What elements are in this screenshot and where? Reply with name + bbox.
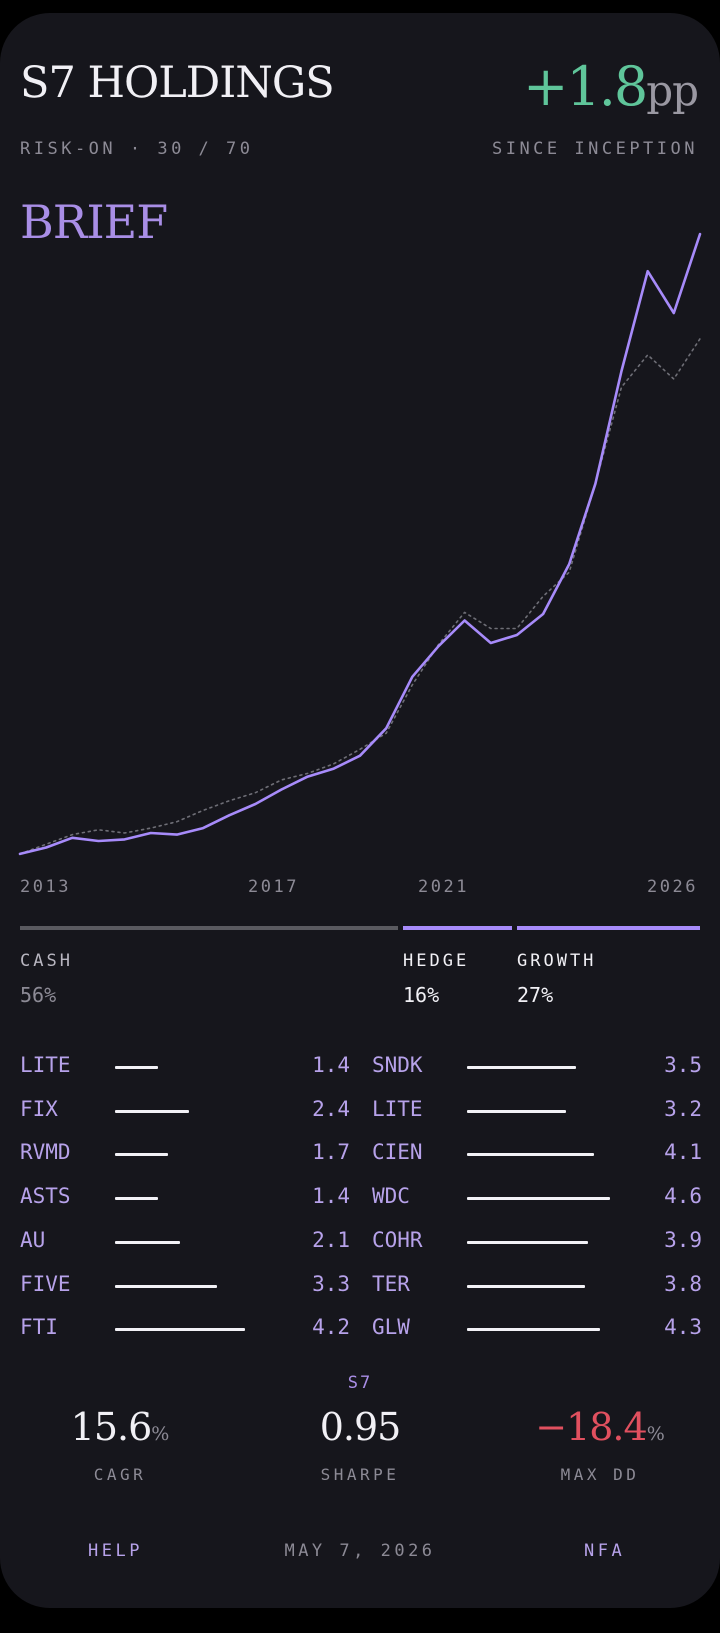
- allocation-label-cash: CASH: [20, 951, 73, 971]
- allocation-label-growth: GROWTH: [517, 951, 597, 971]
- holding-row: FIX 2.4: [20, 1097, 350, 1123]
- cagr-unit: %: [151, 1423, 170, 1445]
- holding-row: LITE 3.2: [372, 1097, 702, 1123]
- holding-weight-bar: [115, 1328, 246, 1332]
- sharpe-label: SHARPE: [320, 1465, 400, 1484]
- holding-row: ASTS 1.4: [20, 1184, 350, 1210]
- holding-row: SNDK 3.5: [372, 1053, 702, 1079]
- holding-weight-bar: [467, 1066, 576, 1069]
- brief-label: BRIEF: [20, 195, 168, 249]
- performance-chart: [18, 232, 702, 856]
- holding-row: FIVE 3.3: [20, 1272, 350, 1298]
- x-tick-2021: 2021: [418, 877, 469, 897]
- holding-weight-bar: [467, 1153, 595, 1157]
- holding-row: CIEN 4.1: [372, 1140, 702, 1166]
- holding-weight-value: 4.1: [664, 1140, 702, 1165]
- performance-delta: +1.8pp: [523, 55, 699, 118]
- holding-row: RVMD 1.7: [20, 1140, 350, 1166]
- holding-ticker: FTI: [20, 1315, 58, 1340]
- holding-weight-value: 3.2: [664, 1096, 702, 1121]
- nfa-link[interactable]: NFA: [584, 1541, 626, 1561]
- holding-weight-bar: [467, 1284, 585, 1288]
- sharpe-value: 0.95: [319, 1405, 402, 1449]
- benchmark-line: [19, 337, 701, 855]
- holding-row: GLW 4.3: [372, 1315, 702, 1341]
- holding-weight-value: 1.4: [312, 1053, 350, 1077]
- allocation-value-hedge: 16%: [403, 983, 440, 1007]
- max-dd-value: −18.4: [535, 1405, 647, 1449]
- x-tick-2017: 2017: [248, 877, 299, 897]
- holding-weight-value: 4.6: [664, 1184, 702, 1209]
- holding-weight-bar: [115, 1240, 181, 1244]
- holding-row: WDC 4.6: [372, 1184, 702, 1210]
- page-title: S7 HOLDINGS: [20, 58, 335, 108]
- strategy-label: RISK-ON · 30 / 70: [20, 139, 254, 159]
- holding-ticker: COHR: [372, 1227, 423, 1252]
- holding-weight-bar: [467, 1240, 588, 1244]
- holding-weight-value: 2.4: [312, 1096, 350, 1121]
- allocation-bar-hedge: [403, 926, 512, 930]
- holding-weight-bar: [115, 1066, 159, 1069]
- holding-ticker: ASTS: [20, 1184, 71, 1209]
- portfolio-line: [18, 232, 702, 856]
- stat-sharpe: 0.95: [240, 1405, 480, 1449]
- holding-weight-value: 3.8: [664, 1271, 702, 1296]
- holding-ticker: RVMD: [20, 1140, 71, 1165]
- holding-weight-value: 3.3: [312, 1271, 350, 1296]
- holding-weight-bar: [115, 1109, 190, 1113]
- help-link[interactable]: HELP: [88, 1541, 143, 1561]
- holding-weight-value: 1.4: [312, 1184, 350, 1209]
- holding-ticker: WDC: [372, 1184, 410, 1209]
- holding-weight-value: 4.3: [664, 1315, 702, 1340]
- holding-ticker: AU: [20, 1227, 46, 1252]
- holding-ticker: TER: [372, 1271, 410, 1296]
- holding-row: COHR 3.9: [372, 1228, 702, 1254]
- app-screen: S7 HOLDINGS +1.8pp RISK-ON · 30 / 70 SIN…: [0, 13, 720, 1608]
- holding-row: TER 3.8: [372, 1272, 702, 1298]
- holding-ticker: GLW: [372, 1315, 410, 1340]
- holding-weight-value: 3.5: [664, 1053, 702, 1077]
- stat-cagr: 15.6%: [0, 1405, 240, 1449]
- holding-row: LITE 1.4: [20, 1053, 350, 1079]
- holding-weight-value: 4.2: [312, 1315, 350, 1340]
- since-inception-label: SINCE INCEPTION: [491, 139, 698, 159]
- allocation-value-growth: 27%: [517, 983, 554, 1007]
- holding-ticker: FIX: [20, 1096, 58, 1121]
- stat-max-dd: −18.4%: [480, 1405, 720, 1449]
- holding-weight-value: 2.1: [312, 1227, 350, 1252]
- holding-weight-bar: [467, 1328, 601, 1332]
- x-tick-2013: 2013: [20, 877, 71, 897]
- max-dd-unit: %: [646, 1423, 665, 1445]
- allocation-bar-growth: [517, 926, 700, 930]
- delta-value: +1.8: [523, 55, 648, 118]
- holding-weight-bar: [115, 1197, 159, 1201]
- holding-weight-bar: [115, 1284, 218, 1288]
- allocation-value-cash: 56%: [20, 983, 57, 1007]
- max-dd-label: MAX DD: [560, 1465, 640, 1484]
- holding-weight-bar: [467, 1109, 567, 1113]
- holding-weight-bar: [115, 1153, 168, 1157]
- allocation-bar-cash: [20, 926, 398, 930]
- holding-row: AU 2.1: [20, 1228, 350, 1254]
- holding-row: FTI 4.2: [20, 1315, 350, 1341]
- holding-weight-value: 3.9: [664, 1227, 702, 1252]
- holding-ticker: CIEN: [372, 1140, 423, 1165]
- stats-heading: S7: [347, 1373, 373, 1393]
- delta-unit: pp: [646, 66, 699, 115]
- footer-date: MAY 7, 2026: [284, 1541, 436, 1561]
- holding-weight-value: 1.7: [312, 1140, 350, 1165]
- holding-ticker: LITE: [20, 1053, 71, 1077]
- allocation-label-hedge: HEDGE: [403, 951, 470, 971]
- x-tick-2026: 2026: [647, 877, 698, 897]
- cagr-label: CAGR: [93, 1465, 147, 1484]
- holding-ticker: LITE: [372, 1096, 423, 1121]
- holding-ticker: FIVE: [20, 1271, 71, 1296]
- holding-ticker: SNDK: [372, 1053, 423, 1077]
- holding-weight-bar: [467, 1197, 610, 1201]
- cagr-value: 15.6: [70, 1405, 153, 1449]
